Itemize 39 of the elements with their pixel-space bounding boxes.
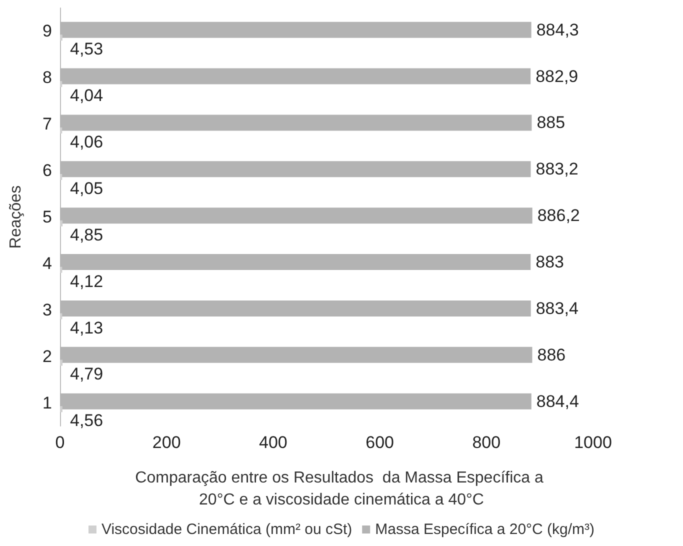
data-label: 882,9: [536, 66, 578, 86]
bar: [60, 360, 63, 366]
data-label: 886: [537, 345, 566, 364]
bar: [60, 220, 63, 226]
legend-label: Massa Específica a 20°C (kg/m³): [375, 521, 595, 538]
data-label: 885: [536, 113, 566, 132]
data-label: 883,4: [536, 298, 578, 318]
legend-label: Viscosidade Cinemática (mm² ou cSt): [101, 521, 352, 538]
x-axis-title: Comparação entre os Resultados da Massa Específica a 20°C e a viscosidade cinemática a 40°C: [135, 470, 548, 508]
y-tick-label: 2: [42, 346, 52, 366]
y-tick-label: 7: [42, 114, 52, 134]
data-label: 4,85: [70, 225, 104, 244]
data-label: 4,04: [70, 86, 104, 106]
data-label: 884,3: [536, 20, 579, 40]
data-label: 4,06: [70, 132, 104, 152]
y-axis-title: Reações: [8, 185, 24, 249]
data-label: 4,53: [70, 40, 104, 59]
y-tick-label: 5: [42, 208, 52, 226]
y-tick-label: 4: [42, 254, 52, 273]
x-tick-label: 0: [55, 433, 65, 452]
y-tick-label: 1: [42, 393, 52, 412]
y-tick-label: 6: [42, 161, 52, 180]
y-tick-label: 3: [42, 300, 52, 320]
x-tick-label: 600: [366, 433, 394, 452]
y-tick-label: 8: [42, 68, 52, 88]
data-label: 4,13: [70, 318, 104, 338]
data-label: 883: [536, 252, 564, 272]
data-label: 884,4: [536, 392, 579, 411]
data-label: 4,79: [70, 364, 104, 384]
data-label: 886,2: [537, 206, 580, 226]
x-tick-label: 800: [472, 433, 501, 452]
y-tick-label: 9: [42, 22, 52, 41]
x-tick-label: 200: [152, 433, 181, 452]
data-label: 4,12: [70, 272, 104, 291]
x-tick-label: 400: [259, 433, 288, 452]
data-label: 4,56: [70, 411, 104, 430]
x-tick-label: 1000: [574, 433, 612, 452]
data-label: 883,2: [536, 160, 578, 179]
data-label: 4,05: [70, 178, 104, 198]
